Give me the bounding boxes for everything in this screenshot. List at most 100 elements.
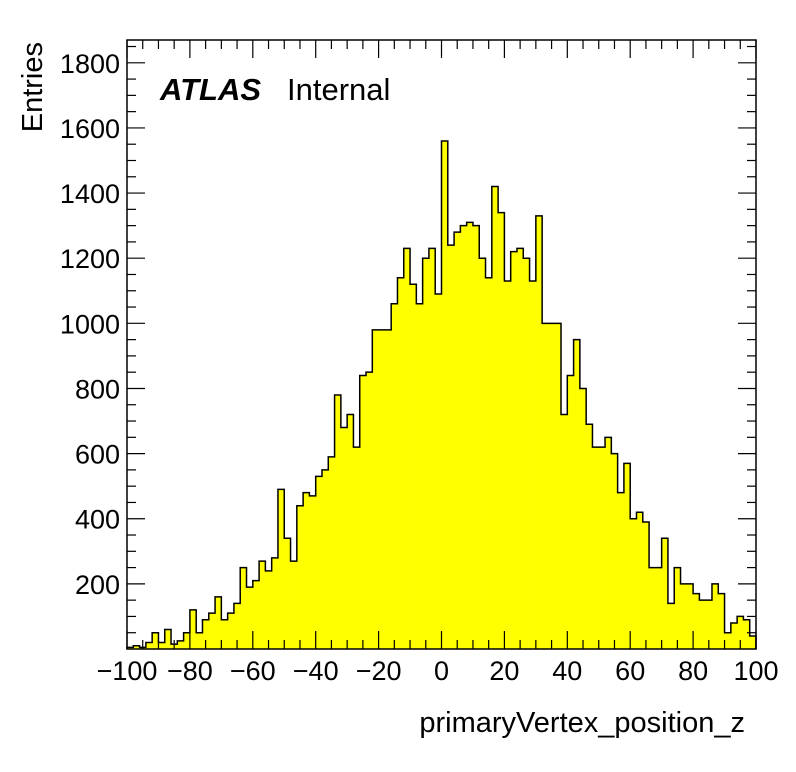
histogram-bar xyxy=(240,567,247,649)
y-tick-label: 800 xyxy=(75,374,120,404)
histogram-bar xyxy=(523,258,530,649)
histogram-bar xyxy=(460,225,468,649)
histogram-bar xyxy=(334,394,342,649)
histogram-bar xyxy=(479,258,486,649)
histogram-bar xyxy=(605,437,612,649)
histogram-bar xyxy=(372,329,379,649)
histogram-outline xyxy=(126,140,757,649)
x-tick-label: 20 xyxy=(489,656,519,686)
x-tick-label: 60 xyxy=(615,656,645,686)
histogram-bar xyxy=(403,248,411,650)
histogram-bar xyxy=(422,258,430,649)
histogram-bar xyxy=(259,561,266,649)
histogram-bar xyxy=(749,635,757,649)
histogram-bar xyxy=(667,603,675,649)
histogram-bar xyxy=(284,538,291,649)
histogram-bar xyxy=(391,303,398,649)
histogram-bar xyxy=(623,463,631,649)
histogram-bar xyxy=(189,609,197,649)
histogram-bar xyxy=(164,629,172,649)
atlas-label: ATLAS xyxy=(159,72,261,107)
histogram-bar xyxy=(215,596,222,649)
histogram-bar xyxy=(705,600,713,649)
histogram-bar xyxy=(529,280,537,649)
histogram-bar xyxy=(655,567,663,649)
histogram-bars xyxy=(127,140,757,650)
histogram-bar xyxy=(699,600,707,649)
histogram-bar xyxy=(378,329,386,649)
histogram-bar xyxy=(208,613,216,649)
x-tick-label: 80 xyxy=(678,656,708,686)
histogram-bar xyxy=(548,323,556,649)
histogram-bar xyxy=(265,570,273,649)
histogram-bar xyxy=(246,587,254,649)
histogram-bar xyxy=(340,427,348,649)
histogram-bar xyxy=(353,447,361,649)
histogram-bar xyxy=(296,505,304,649)
histogram-bar xyxy=(359,375,367,649)
histogram-bar xyxy=(416,303,424,649)
histogram-bar xyxy=(202,619,210,649)
x-tick-label: −40 xyxy=(293,656,339,686)
histogram-bar xyxy=(611,453,619,649)
histogram-bar xyxy=(642,521,650,649)
histogram-bar xyxy=(586,424,593,649)
y-tick-label: 1800 xyxy=(60,49,120,79)
histogram-bar xyxy=(347,414,354,649)
x-tick-label: −60 xyxy=(230,656,276,686)
histogram-bar xyxy=(366,372,373,649)
x-tick-label: 0 xyxy=(434,656,449,686)
histogram-bar xyxy=(718,593,725,649)
x-tick-label: 100 xyxy=(733,656,778,686)
histogram-bar xyxy=(598,447,606,649)
histogram-bar xyxy=(309,495,317,649)
histogram-bar xyxy=(145,642,153,649)
x-tick-label: −20 xyxy=(356,656,402,686)
histogram-bar xyxy=(271,557,279,649)
histogram-bar xyxy=(428,248,436,650)
histogram-bar xyxy=(233,603,241,649)
histogram-bar xyxy=(743,619,751,649)
histogram-bar xyxy=(617,492,625,649)
histogram-bar xyxy=(472,225,480,649)
histogram-bar xyxy=(454,232,461,649)
histogram-bar xyxy=(730,622,738,649)
histogram-bar xyxy=(498,212,505,649)
x-tick-label: 40 xyxy=(552,656,582,686)
histogram-bar xyxy=(133,645,140,649)
histogram-bar xyxy=(579,388,587,649)
x-tick-label: −100 xyxy=(97,656,158,686)
histogram-bar xyxy=(680,583,688,649)
histogram-bar xyxy=(158,642,166,649)
histogram-bar xyxy=(693,593,700,649)
histogram-bar xyxy=(196,632,203,649)
histogram-bar xyxy=(510,251,518,649)
histogram-bar xyxy=(674,567,681,649)
histogram-bar xyxy=(410,284,417,649)
histogram-bar xyxy=(567,375,574,649)
y-tick-label: 1600 xyxy=(60,114,120,144)
histogram-bar xyxy=(328,456,335,649)
histogram-bar xyxy=(127,647,134,649)
histogram-bar xyxy=(554,323,562,649)
histogram-bar xyxy=(686,583,694,649)
x-axis-title: primaryVertex_position_z xyxy=(419,707,745,739)
histogram-bar xyxy=(183,632,191,649)
histogram-bar xyxy=(573,339,581,649)
histogram-bar xyxy=(290,561,298,649)
x-tick-labels: −100 −80 −60 −40 −20 0 20 40 60 80 100 xyxy=(97,656,779,686)
y-tick-label: 1400 xyxy=(60,179,120,209)
y-tick-label: 1200 xyxy=(60,244,120,274)
axis-ticks xyxy=(126,40,757,649)
y-axis-title: Entries xyxy=(17,42,49,132)
y-tick-labels: 200 400 600 800 1000 1200 1400 1600 1800 xyxy=(60,49,120,600)
y-tick-label: 1000 xyxy=(60,309,120,339)
histogram-bar xyxy=(277,489,285,649)
histogram-bar xyxy=(649,567,656,649)
histogram-bar xyxy=(221,619,229,649)
histogram-bar xyxy=(315,476,323,649)
histogram-bar xyxy=(441,140,449,649)
x-tick-label: −80 xyxy=(167,656,213,686)
histogram-bar xyxy=(384,329,392,649)
histogram-bar xyxy=(152,632,159,649)
